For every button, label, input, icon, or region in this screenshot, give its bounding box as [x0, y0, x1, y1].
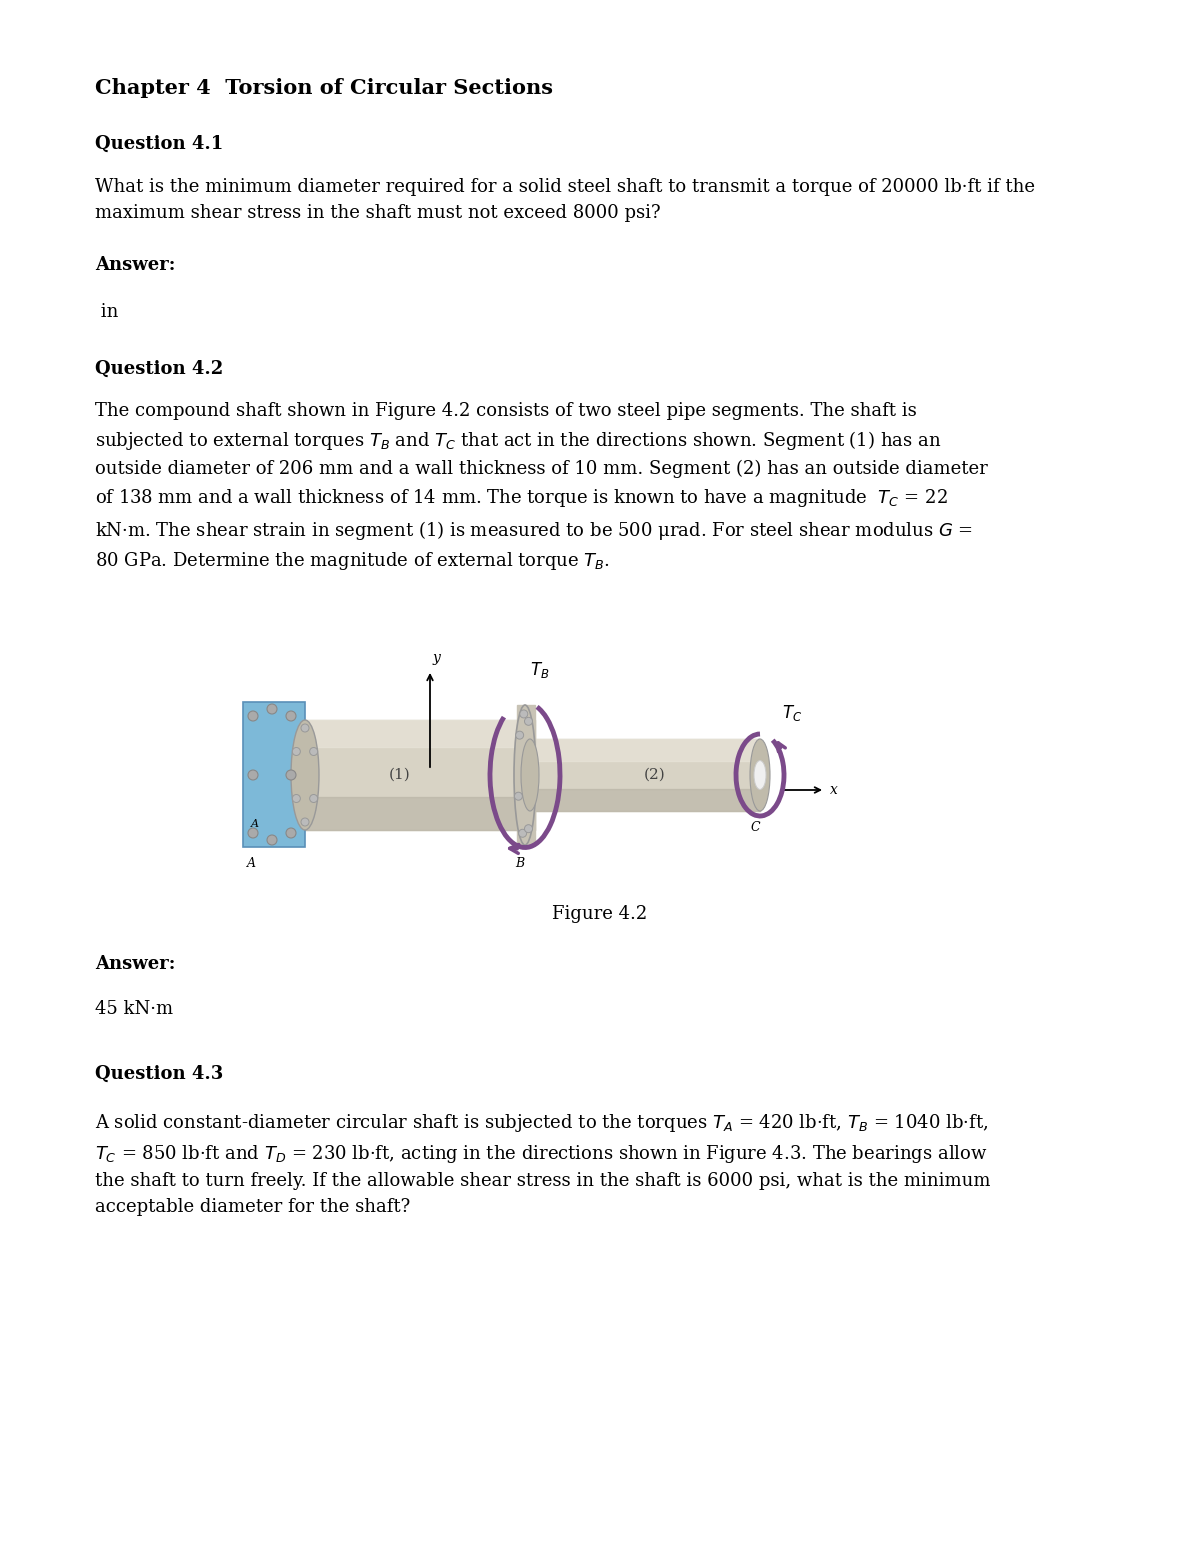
Text: B: B — [516, 857, 524, 870]
Text: in: in — [95, 303, 119, 321]
Text: y: y — [433, 651, 440, 665]
Circle shape — [520, 710, 528, 717]
Circle shape — [286, 828, 296, 839]
Circle shape — [293, 795, 300, 803]
Circle shape — [516, 731, 523, 739]
Text: A: A — [246, 857, 256, 870]
Bar — [517, 705, 535, 845]
Circle shape — [248, 711, 258, 721]
Ellipse shape — [514, 705, 536, 845]
Circle shape — [248, 828, 258, 839]
Circle shape — [528, 792, 535, 800]
Circle shape — [301, 818, 310, 826]
Text: Answer:: Answer: — [95, 256, 175, 273]
Text: (1): (1) — [389, 769, 410, 783]
Text: Question 4.1: Question 4.1 — [95, 135, 223, 154]
Text: 45 kN·m: 45 kN·m — [95, 1000, 173, 1019]
Ellipse shape — [292, 721, 319, 829]
Circle shape — [310, 747, 318, 755]
Text: $T_B$: $T_B$ — [530, 660, 550, 680]
Circle shape — [524, 717, 533, 725]
Circle shape — [286, 770, 296, 780]
Circle shape — [515, 792, 522, 800]
Text: (2): (2) — [644, 769, 666, 783]
Text: Chapter 4  Torsion of Circular Sections: Chapter 4 Torsion of Circular Sections — [95, 78, 553, 98]
Ellipse shape — [521, 739, 539, 811]
Circle shape — [524, 825, 533, 832]
Circle shape — [310, 795, 318, 803]
Text: Figure 4.2: Figure 4.2 — [552, 905, 648, 922]
Text: Answer:: Answer: — [95, 955, 175, 974]
Text: Question 4.3: Question 4.3 — [95, 1065, 223, 1082]
Ellipse shape — [754, 761, 766, 789]
Text: $T_C$: $T_C$ — [782, 704, 803, 724]
Circle shape — [293, 747, 300, 755]
FancyBboxPatch shape — [242, 702, 305, 846]
Text: Question 4.2: Question 4.2 — [95, 360, 223, 377]
Circle shape — [518, 829, 527, 837]
Circle shape — [266, 704, 277, 714]
Text: A: A — [251, 818, 259, 829]
Circle shape — [266, 836, 277, 845]
Text: A solid constant-diameter circular shaft is subjected to the torques $T_A$ = 420: A solid constant-diameter circular shaft… — [95, 1112, 990, 1216]
Circle shape — [248, 770, 258, 780]
Text: What is the minimum diameter required for a solid steel shaft to transmit a torq: What is the minimum diameter required fo… — [95, 179, 1034, 222]
Circle shape — [301, 724, 310, 731]
Text: x: x — [830, 783, 838, 797]
Circle shape — [528, 750, 535, 758]
Text: The compound shaft shown in Figure 4.2 consists of two steel pipe segments. The : The compound shaft shown in Figure 4.2 c… — [95, 402, 988, 573]
Text: C: C — [750, 822, 760, 834]
Ellipse shape — [750, 739, 770, 811]
Circle shape — [286, 711, 296, 721]
